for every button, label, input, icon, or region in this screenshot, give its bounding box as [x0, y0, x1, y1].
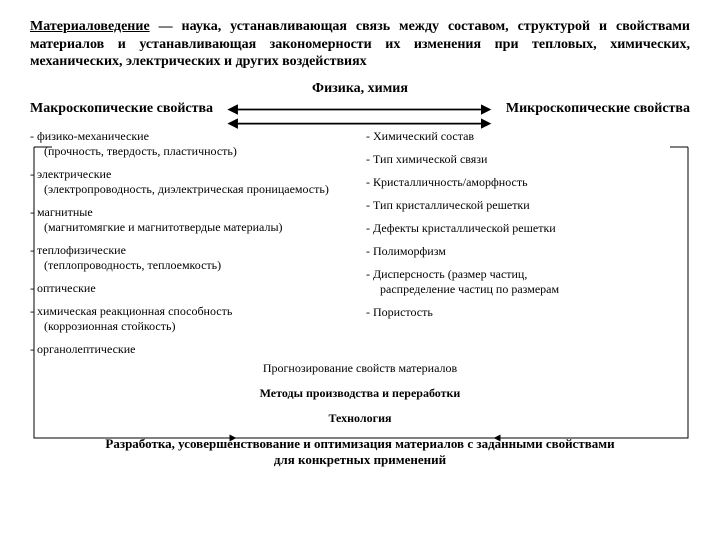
list-item-sub: (электропроводность, диэлектрическая про…	[30, 182, 354, 197]
list-item: - химическая реакционная способность	[30, 304, 354, 319]
list-item-sub: (магнитомягкие и магнитотвердые материал…	[30, 220, 354, 235]
bottom-line-3: Технология	[30, 411, 690, 426]
top-center-label: Физика, химия	[30, 81, 690, 97]
list-item: - Тип кристаллической решетки	[366, 198, 690, 213]
right-column: - Химический состав- Тип химической связ…	[360, 121, 690, 357]
list-item: - Полиморфизм	[366, 244, 690, 259]
list-item: - органолептические	[30, 342, 354, 357]
list-item-sub: (прочность, твердость, пластичность)	[30, 144, 354, 159]
list-item: - Дисперсность (размер частиц,	[366, 267, 690, 282]
bottom-line-2: Методы производства и переработки	[30, 386, 690, 401]
list-item: - магнитные	[30, 205, 354, 220]
columns: - физико-механические(прочность, твердос…	[30, 121, 690, 357]
heading-row: Макроскопические свойства Микроскопическ…	[30, 99, 690, 119]
list-item: - электрические	[30, 167, 354, 182]
double-arrow-icon	[219, 99, 500, 119]
list-item: - Дефекты кристаллической решетки	[366, 221, 690, 236]
list-item: - Кристалличность/аморфность	[366, 175, 690, 190]
right-heading: Микроскопические свойства	[506, 101, 690, 117]
left-column: - физико-механические(прочность, твердос…	[30, 121, 360, 357]
list-item: - Тип химической связи	[366, 152, 690, 167]
bottom-line-1: Прогнозирование свойств материалов	[30, 361, 690, 376]
list-item-sub: распределение частиц по размерам	[366, 282, 690, 297]
list-item-sub: (коррозионная стойкость)	[30, 319, 354, 334]
list-item: - теплофизические	[30, 243, 354, 258]
list-item-sub: (теплопроводность, теплоемкость)	[30, 258, 354, 273]
list-item: - оптические	[30, 281, 354, 296]
list-item: - Пористость	[366, 305, 690, 320]
title-block: Материаловедение — наука, устанавливающа…	[30, 18, 690, 71]
final-statement: Разработка, усовершенствование и оптимиз…	[30, 436, 690, 469]
title-underlined: Материаловедение	[30, 19, 150, 34]
left-heading: Макроскопические свойства	[30, 101, 213, 117]
